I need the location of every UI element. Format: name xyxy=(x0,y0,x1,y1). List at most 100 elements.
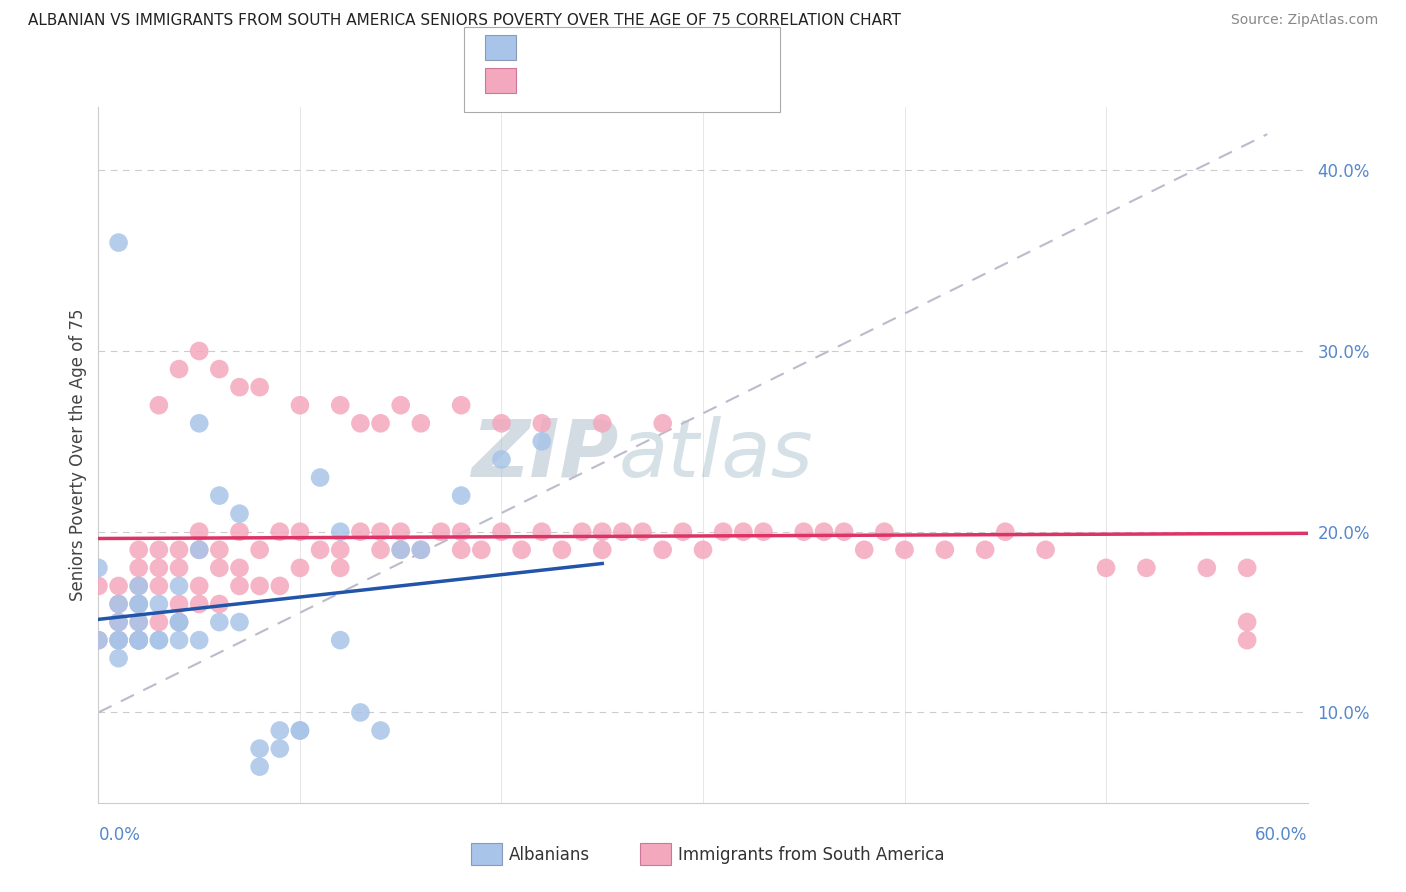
Text: Immigrants from South America: Immigrants from South America xyxy=(678,846,945,863)
Point xyxy=(450,542,472,557)
Point xyxy=(208,597,231,611)
Point xyxy=(167,597,190,611)
Point xyxy=(288,723,311,738)
Text: R =: R = xyxy=(527,36,564,54)
Point xyxy=(349,706,371,720)
Point xyxy=(1035,542,1057,557)
Point xyxy=(188,417,211,431)
Point xyxy=(329,542,352,557)
Point xyxy=(167,362,190,376)
Point xyxy=(389,398,412,412)
Point xyxy=(249,759,271,773)
Point xyxy=(107,651,129,665)
Point xyxy=(793,524,815,539)
Point xyxy=(651,417,673,431)
Point xyxy=(530,434,553,449)
Point xyxy=(107,615,129,629)
Point xyxy=(128,579,150,593)
Text: 0.022: 0.022 xyxy=(564,69,616,87)
Point xyxy=(128,597,150,611)
Point xyxy=(228,615,250,629)
Point xyxy=(269,723,291,738)
Text: 60.0%: 60.0% xyxy=(1256,826,1308,845)
Point xyxy=(167,561,190,575)
Point xyxy=(329,561,352,575)
Text: Albanians: Albanians xyxy=(509,846,591,863)
Point xyxy=(530,524,553,539)
Text: 45: 45 xyxy=(654,36,676,54)
Point xyxy=(148,398,170,412)
Point xyxy=(430,524,453,539)
Point xyxy=(167,542,190,557)
Text: ALBANIAN VS IMMIGRANTS FROM SOUTH AMERICA SENIORS POVERTY OVER THE AGE OF 75 COR: ALBANIAN VS IMMIGRANTS FROM SOUTH AMERIC… xyxy=(28,13,901,29)
Point xyxy=(87,561,110,575)
Point xyxy=(329,524,352,539)
Point xyxy=(409,417,432,431)
Point xyxy=(228,380,250,394)
Point xyxy=(288,561,311,575)
Text: ZIP: ZIP xyxy=(471,416,619,494)
Point xyxy=(832,524,855,539)
Point xyxy=(208,542,231,557)
Text: N =: N = xyxy=(612,36,659,54)
Point xyxy=(450,398,472,412)
Point xyxy=(1195,561,1218,575)
Point xyxy=(128,615,150,629)
Point xyxy=(87,633,110,648)
Point xyxy=(450,489,472,503)
Point xyxy=(228,561,250,575)
Text: Source: ZipAtlas.com: Source: ZipAtlas.com xyxy=(1230,13,1378,28)
Point xyxy=(128,633,150,648)
Point xyxy=(128,579,150,593)
Point xyxy=(107,633,129,648)
Point xyxy=(107,597,129,611)
Point xyxy=(612,524,634,539)
Point xyxy=(228,507,250,521)
Point xyxy=(288,398,311,412)
Point xyxy=(107,579,129,593)
Point xyxy=(591,524,613,539)
Point xyxy=(733,524,755,539)
Point xyxy=(1236,633,1258,648)
Point xyxy=(208,362,231,376)
Point xyxy=(107,597,129,611)
Text: 0.0%: 0.0% xyxy=(98,826,141,845)
Text: R =: R = xyxy=(527,69,564,87)
Point xyxy=(591,542,613,557)
Point xyxy=(692,542,714,557)
Point xyxy=(128,597,150,611)
Point xyxy=(128,597,150,611)
Point xyxy=(853,542,876,557)
Point xyxy=(491,524,513,539)
Point xyxy=(309,470,332,484)
Point xyxy=(167,615,190,629)
Point xyxy=(370,524,392,539)
Point xyxy=(148,597,170,611)
Point xyxy=(208,489,231,503)
Y-axis label: Seniors Poverty Over the Age of 75: Seniors Poverty Over the Age of 75 xyxy=(69,309,87,601)
Point xyxy=(167,615,190,629)
Point xyxy=(208,615,231,629)
Text: atlas: atlas xyxy=(619,416,813,494)
Point xyxy=(128,615,150,629)
Point xyxy=(269,524,291,539)
Point xyxy=(672,524,695,539)
Point xyxy=(389,542,412,557)
Point xyxy=(188,633,211,648)
Point xyxy=(167,615,190,629)
Point xyxy=(107,633,129,648)
Point xyxy=(491,452,513,467)
Point xyxy=(188,542,211,557)
Point xyxy=(167,633,190,648)
Text: N =: N = xyxy=(612,69,659,87)
Point xyxy=(148,579,170,593)
Point xyxy=(249,380,271,394)
Point xyxy=(228,524,250,539)
Point xyxy=(249,741,271,756)
Point xyxy=(1236,561,1258,575)
Point xyxy=(409,542,432,557)
Point xyxy=(309,542,332,557)
Point xyxy=(128,633,150,648)
Point xyxy=(349,524,371,539)
Text: 0.313: 0.313 xyxy=(564,36,616,54)
